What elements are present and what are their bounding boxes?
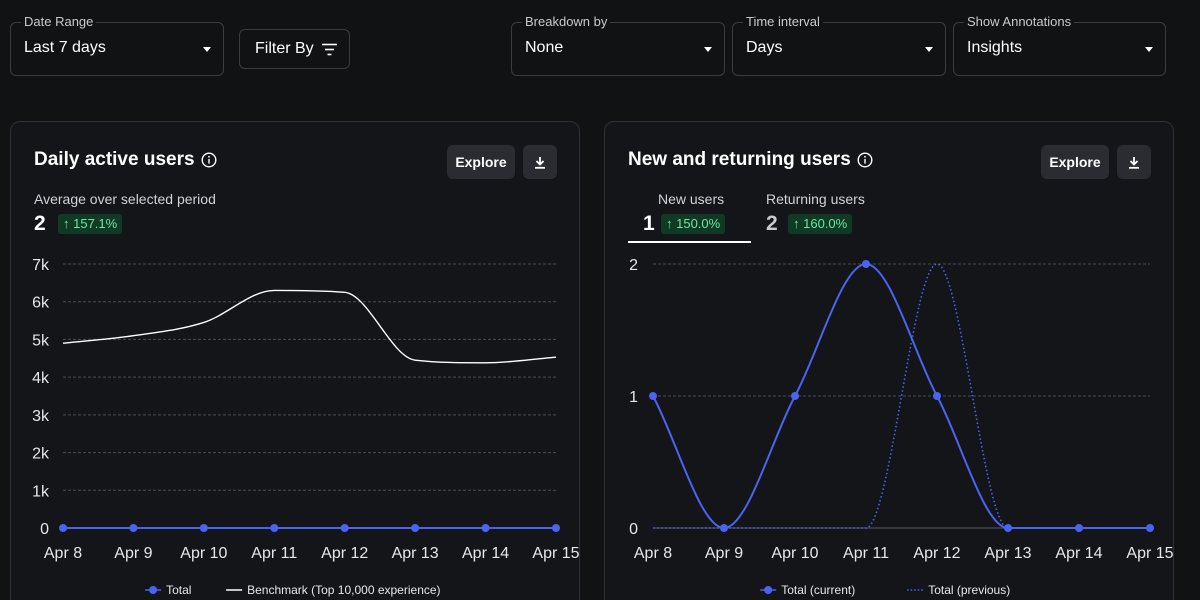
caret-down-icon xyxy=(1145,47,1153,52)
download-button[interactable] xyxy=(523,145,557,179)
explore-button[interactable]: Explore xyxy=(1041,145,1109,179)
caret-down-icon xyxy=(925,47,933,52)
annotations-value: Insights xyxy=(967,39,1023,56)
explore-button[interactable]: Explore xyxy=(447,145,515,179)
breakdown-value: None xyxy=(525,39,564,56)
new-users-label: New users xyxy=(658,191,725,207)
card-title: Daily active users xyxy=(34,149,217,171)
change-badge: ↑ 157.1% xyxy=(58,214,123,234)
average-value: 2 xyxy=(34,212,46,235)
active-tab-indicator xyxy=(628,241,751,243)
info-icon[interactable] xyxy=(857,152,873,168)
new-users-value: 1 xyxy=(643,212,655,235)
download-icon xyxy=(1129,156,1139,169)
download-icon xyxy=(535,156,545,169)
time-interval-label: Time interval xyxy=(743,15,823,29)
returning-users-value: 2 xyxy=(766,212,778,235)
daily-active-users-card: Daily active users Explore Average over … xyxy=(10,121,580,600)
info-icon[interactable] xyxy=(201,152,217,168)
average-subtitle: Average over selected period xyxy=(34,191,216,207)
annotations-select[interactable]: Show Annotations Insights xyxy=(953,15,1166,76)
download-button[interactable] xyxy=(1117,145,1151,179)
new-users-change-badge: ↑ 150.0% xyxy=(661,214,726,234)
filter-lines-icon xyxy=(322,43,337,56)
card-title-text: New and returning users xyxy=(628,149,851,170)
returning-users-change-badge: ↑ 160.0% xyxy=(788,214,853,234)
card-title-text: Daily active users xyxy=(34,149,195,170)
filter-by-label: Filter By xyxy=(255,40,314,57)
breakdown-label: Breakdown by xyxy=(522,15,611,29)
annotations-label: Show Annotations xyxy=(964,15,1075,29)
caret-down-icon xyxy=(203,47,211,52)
card-title: New and returning users xyxy=(628,149,873,171)
returning-users-label: Returning users xyxy=(766,191,865,207)
new-returning-users-card: New and returning users Explore New user… xyxy=(604,121,1174,600)
breakdown-select[interactable]: Breakdown by None xyxy=(511,15,725,76)
filter-by-button[interactable]: Filter By xyxy=(239,29,350,69)
date-range-select[interactable]: Date Range Last 7 days xyxy=(10,15,224,76)
time-interval-value: Days xyxy=(746,39,783,56)
time-interval-select[interactable]: Time interval Days xyxy=(732,15,946,76)
caret-down-icon xyxy=(704,47,712,52)
date-range-value: Last 7 days xyxy=(24,39,106,56)
date-range-label: Date Range xyxy=(21,15,97,29)
